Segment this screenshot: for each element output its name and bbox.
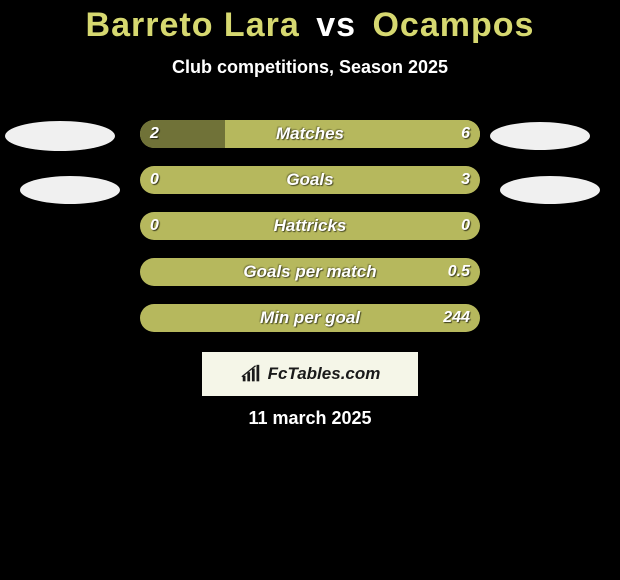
stat-value-right: 0 [461,212,470,240]
stat-value-right: 0.5 [448,258,470,286]
logo-placeholder [500,176,600,204]
stat-row: Hattricks0 0 [140,212,480,240]
player2-name: Ocampos [372,6,534,44]
stat-value-left: 2 [150,120,159,148]
date-label: 11 march 2025 [0,408,620,429]
logo-placeholder [5,121,115,151]
stat-row: Matches2 6 [140,120,480,148]
stats-container: Matches26Goals03Hattricks00Goals per mat… [0,120,620,350]
stat-label: Goals per match [140,258,480,286]
subtitle: Club competitions, Season 2025 [0,57,620,78]
attribution-badge: FcTables.com [202,352,418,396]
stat-label: Goals [140,166,480,194]
barchart-icon [240,363,262,385]
stat-value-right: 3 [461,166,470,194]
stat-value-right: 244 [443,304,470,332]
stat-label: Hattricks [140,212,480,240]
comparison-card: Barreto Lara vs Ocampos Club competition… [0,0,620,580]
stat-label: Matches [140,120,480,148]
player1-name: Barreto Lara [86,6,300,44]
stat-row: Min per goal244 [140,304,480,332]
stat-value-left: 0 [150,212,159,240]
vs-label: vs [316,6,356,44]
stat-value-right: 6 [461,120,470,148]
logo-placeholder [20,176,120,204]
stat-value-left: 0 [150,166,159,194]
attribution-text: FcTables.com [268,364,381,384]
stat-row: Goals0 3 [140,166,480,194]
stat-row: Goals per match0.5 [140,258,480,286]
page-title: Barreto Lara vs Ocampos [0,0,620,45]
logo-placeholder [490,122,590,150]
stat-label: Min per goal [140,304,480,332]
